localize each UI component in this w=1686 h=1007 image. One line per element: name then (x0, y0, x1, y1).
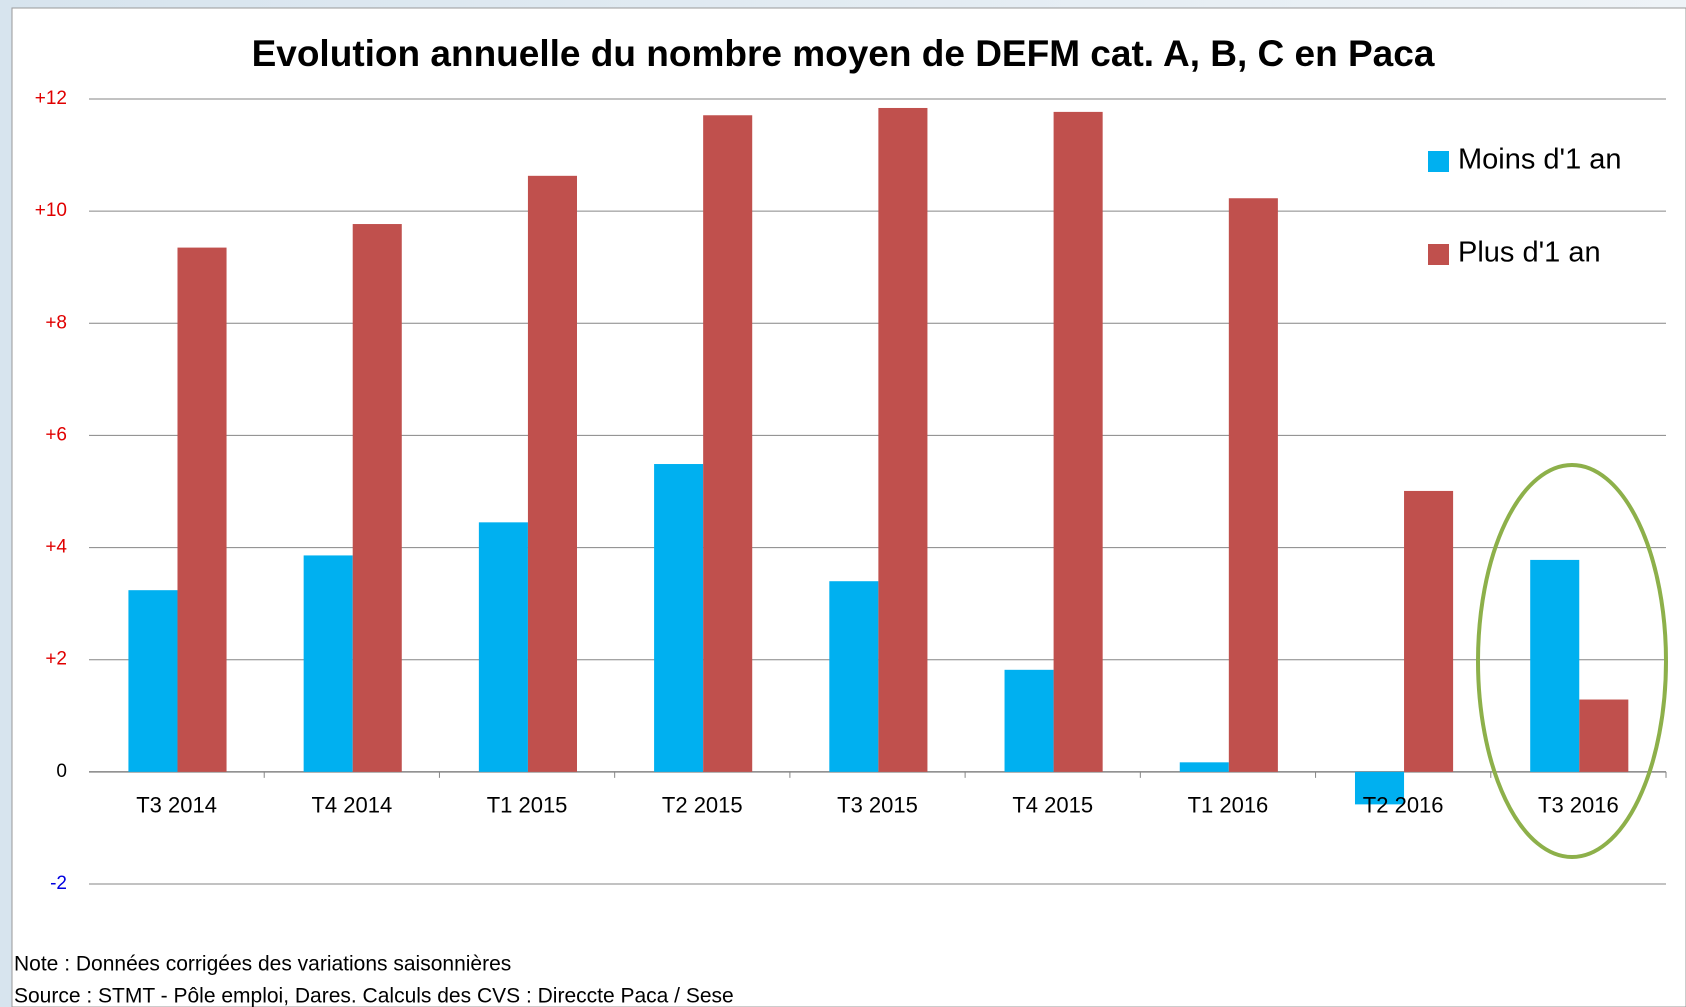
y-tick-label: 0 (56, 761, 67, 782)
bar (1053, 111, 1103, 772)
x-tick-label: T2 2015 (662, 793, 743, 818)
y-tick-label: +8 (45, 312, 67, 333)
bar (829, 581, 879, 772)
y-tick-label: +12 (35, 88, 67, 109)
bar (527, 175, 577, 772)
bar (177, 247, 227, 772)
bar (878, 107, 928, 772)
x-tick-label: T1 2015 (487, 793, 568, 818)
legend-label: Moins d'1 an (1458, 144, 1622, 176)
x-tick-label: T4 2014 (311, 793, 392, 818)
x-tick-label: T2 2016 (1363, 793, 1444, 818)
bar (1579, 699, 1629, 772)
legend-swatch (1428, 244, 1449, 265)
bar (703, 115, 753, 772)
x-tick-label: T3 2016 (1538, 793, 1619, 818)
bar (128, 590, 178, 772)
x-tick-label: T3 2015 (837, 793, 918, 818)
highlight-ellipse (1476, 463, 1668, 859)
bar (1228, 198, 1278, 772)
note: Note : Données corrigées des variations … (14, 953, 511, 976)
bar (478, 522, 528, 772)
legend-swatch (1428, 151, 1449, 172)
x-tick-label: T4 2015 (1012, 793, 1093, 818)
chart-title: Evolution annuelle du nombre moyen de DE… (252, 33, 1435, 74)
x-tick-label: T3 2014 (136, 793, 217, 818)
bar (303, 555, 353, 772)
bar (1004, 669, 1054, 772)
bar (352, 224, 402, 772)
y-tick-label: +2 (45, 649, 67, 670)
bar (1404, 490, 1454, 772)
y-tick-label: +4 (45, 537, 67, 558)
bar (1530, 559, 1580, 772)
bar (654, 464, 704, 772)
source: Source : STMT - Pôle emploi, Dares. Calc… (14, 985, 734, 1007)
bar (1179, 762, 1229, 772)
bar (1354, 771, 1405, 805)
y-tick-label: -2 (50, 873, 67, 894)
y-tick-label: +6 (45, 424, 67, 445)
y-tick-label: +10 (35, 200, 67, 221)
legend-label: Plus d'1 an (1458, 237, 1601, 269)
x-tick-label: T1 2016 (1188, 793, 1269, 818)
